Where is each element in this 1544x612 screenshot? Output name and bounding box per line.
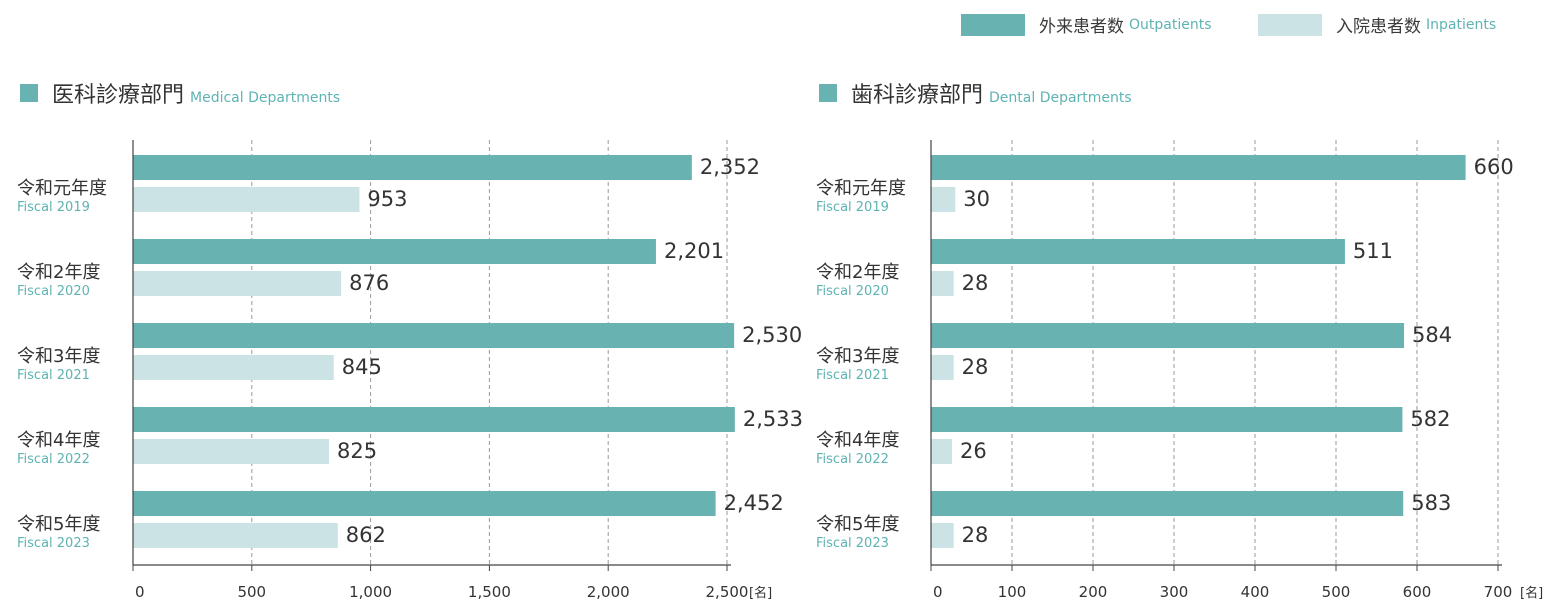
dental-bar-inpatients xyxy=(931,439,953,464)
legend-outpatients-jp: 外来患者数 xyxy=(1039,17,1124,37)
medical-value-label: 825 xyxy=(337,439,377,463)
medical-category-label: 令和5年度 xyxy=(17,514,100,535)
medical-x-tick-label: 2,000 xyxy=(587,583,630,601)
medical-bar-inpatients xyxy=(133,355,334,380)
dental-category-label: 令和2年度 xyxy=(816,262,899,283)
legend-inpatients-swatch xyxy=(1258,13,1322,36)
medical-value-label: 953 xyxy=(367,187,407,211)
legend-inpatients: 入院患者数 Inpatients xyxy=(1258,12,1496,37)
medical-category-label: 令和元年度 xyxy=(17,178,107,199)
dental-bar-inpatients xyxy=(931,355,954,380)
medical-bar-inpatients xyxy=(133,523,338,548)
medical-x-tick-label: 500 xyxy=(237,583,266,601)
medical-category-sublabel: Fiscal 2021 xyxy=(17,368,90,383)
dental-category-sublabel: Fiscal 2021 xyxy=(816,368,889,383)
medical-title-square xyxy=(20,84,38,102)
dental-x-tick-label: 0 xyxy=(933,583,943,601)
dental-unit-label: [名] xyxy=(1520,585,1543,601)
medical-bar-outpatients xyxy=(133,155,692,180)
dental-category-sublabel: Fiscal 2022 xyxy=(816,452,889,467)
legend-inpatients-jp: 入院患者数 xyxy=(1336,17,1421,37)
legend-outpatients-en: Outpatients xyxy=(1129,16,1212,33)
dental-x-tick-label: 700 xyxy=(1484,583,1513,601)
dental-value-label: 582 xyxy=(1410,407,1450,431)
dental-category-label: 令和3年度 xyxy=(816,346,899,367)
medical-title-jp: 医科診療部門 xyxy=(52,83,185,108)
dental-x-tick-label: 100 xyxy=(998,583,1027,601)
medical-value-label: 2,201 xyxy=(664,239,724,263)
dental-value-label: 584 xyxy=(1412,323,1452,347)
dental-bar-outpatients xyxy=(931,491,1404,516)
medical-bar-outpatients xyxy=(133,491,716,516)
dental-category-sublabel: Fiscal 2020 xyxy=(816,284,889,299)
medical-x-tick-label: 1,000 xyxy=(349,583,392,601)
dental-value-label: 28 xyxy=(962,355,989,379)
dental-bar-inpatients xyxy=(931,523,954,548)
dental-x-tick-label: 500 xyxy=(1322,583,1351,601)
dental-value-label: 30 xyxy=(963,187,990,211)
medical-bar-outpatients xyxy=(133,323,735,348)
medical-value-label: 845 xyxy=(342,355,382,379)
medical-value-label: 2,352 xyxy=(700,155,760,179)
dental-x-tick-label: 300 xyxy=(1160,583,1189,601)
medical-x-tick-label: 0 xyxy=(135,583,145,601)
dental-category-label: 令和5年度 xyxy=(816,514,899,535)
dental-panel-title: 歯科診療部門 Dental Departments xyxy=(819,77,1132,109)
medical-value-label: 2,533 xyxy=(743,407,803,431)
dental-value-label: 583 xyxy=(1411,491,1451,515)
medical-category-label: 令和3年度 xyxy=(17,346,100,367)
dental-x-tick-label: 400 xyxy=(1241,583,1270,601)
dental-bar-inpatients xyxy=(931,271,954,296)
dental-title-jp: 歯科診療部門 xyxy=(851,83,984,108)
medical-category-sublabel: Fiscal 2019 xyxy=(17,200,90,215)
medical-value-label: 2,530 xyxy=(742,323,802,347)
dental-value-label: 28 xyxy=(962,523,989,547)
medical-bar-inpatients xyxy=(133,439,330,464)
dental-title-square xyxy=(819,84,837,102)
medical-category-sublabel: Fiscal 2020 xyxy=(17,284,90,299)
dental-bar-outpatients xyxy=(931,323,1405,348)
dental-bar-inpatients xyxy=(931,187,956,212)
dental-value-label: 28 xyxy=(962,271,989,295)
medical-x-tick-label: 2,500 xyxy=(706,583,749,601)
medical-title-en: Medical Departments xyxy=(190,90,341,106)
dental-value-label: 26 xyxy=(960,439,987,463)
medical-category-label: 令和4年度 xyxy=(17,430,100,451)
medical-bar-outpatients xyxy=(133,239,656,264)
dental-category-sublabel: Fiscal 2019 xyxy=(816,200,889,215)
dental-value-label: 511 xyxy=(1353,239,1393,263)
dental-category-label: 令和元年度 xyxy=(816,178,906,199)
medical-value-label: 862 xyxy=(346,523,386,547)
legend-inpatients-en: Inpatients xyxy=(1426,16,1497,33)
dental-bar-outpatients xyxy=(931,155,1466,180)
dental-bar-outpatients xyxy=(931,407,1403,432)
medical-bar-inpatients xyxy=(133,187,360,212)
medical-x-tick-label: 1,500 xyxy=(468,583,511,601)
dental-x-tick-label: 200 xyxy=(1079,583,1108,601)
dental-value-label: 660 xyxy=(1474,155,1514,179)
medical-unit-label: [名] xyxy=(749,585,772,601)
legend-outpatients-swatch xyxy=(961,13,1025,36)
dental-category-sublabel: Fiscal 2023 xyxy=(816,536,889,551)
legend-outpatients: 外来患者数 Outpatients xyxy=(961,12,1212,37)
dental-bar-outpatients xyxy=(931,239,1345,264)
dental-title-en: Dental Departments xyxy=(989,90,1132,106)
medical-category-sublabel: Fiscal 2022 xyxy=(17,452,90,467)
medical-value-label: 2,452 xyxy=(724,491,784,515)
medical-value-label: 876 xyxy=(349,271,389,295)
dental-category-label: 令和4年度 xyxy=(816,430,899,451)
medical-bar-outpatients xyxy=(133,407,735,432)
medical-bar-inpatients xyxy=(133,271,342,296)
medical-panel-title: 医科診療部門 Medical Departments xyxy=(20,77,340,109)
medical-category-label: 令和2年度 xyxy=(17,262,100,283)
dental-x-tick-label: 600 xyxy=(1403,583,1432,601)
medical-category-sublabel: Fiscal 2023 xyxy=(17,536,90,551)
